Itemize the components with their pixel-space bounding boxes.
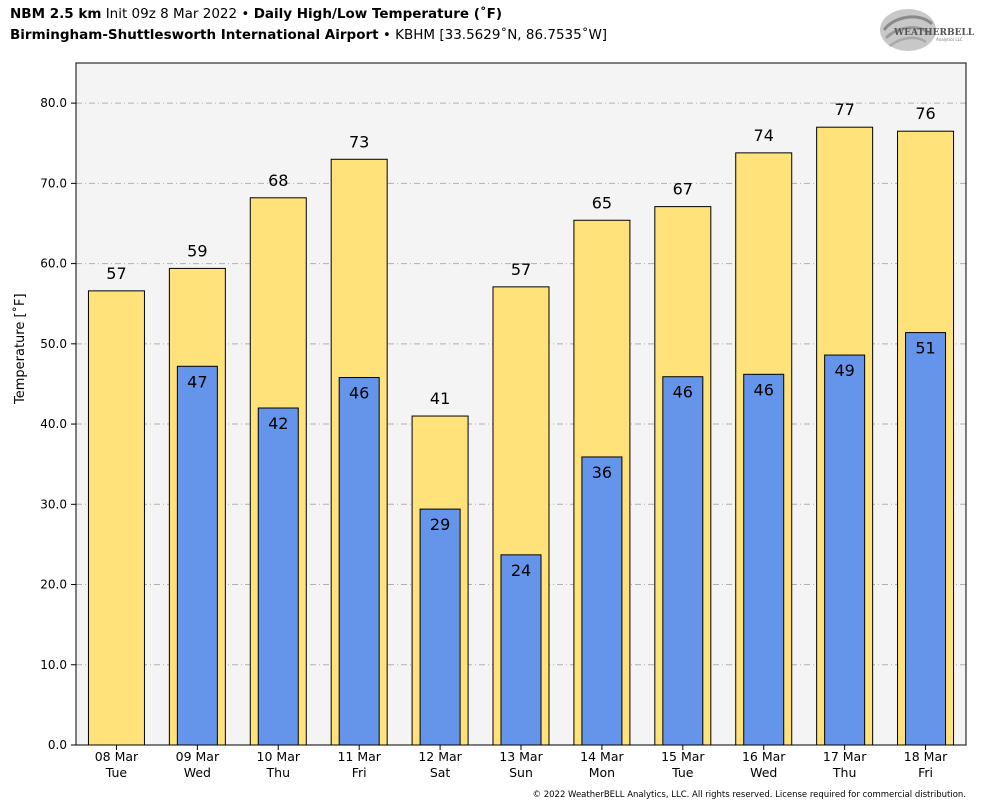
low-temp-bar xyxy=(176,365,218,746)
x-tick-label-day: Wed xyxy=(750,765,777,780)
low-temp-bar xyxy=(662,376,704,746)
logo-subtext: Analytics LLC xyxy=(936,37,963,42)
high-temp-label: 77 xyxy=(834,100,854,119)
product-name: Daily High/Low Temperature (˚F) xyxy=(253,6,503,22)
bullet: • xyxy=(241,6,250,22)
high-temp-label: 68 xyxy=(268,171,288,190)
location-name: Birmingham-Shuttlesworth International A… xyxy=(10,27,379,43)
low-temp-bar xyxy=(743,373,785,746)
high-temp-label: 65 xyxy=(592,193,612,212)
y-tick-label: 70.0 xyxy=(40,176,67,190)
low-temp-label: 46 xyxy=(754,380,774,399)
low-temp-bar xyxy=(905,332,947,746)
high-temp-label: 74 xyxy=(754,126,774,145)
x-tick-label-date: 15 Mar xyxy=(661,749,705,764)
x-tick-label-day: Tue xyxy=(671,765,694,780)
x-tick-label-date: 10 Mar xyxy=(257,749,301,764)
high-temp-label: 57 xyxy=(511,260,531,279)
low-temp-bar xyxy=(500,554,542,746)
logo-text: WEATHERBELL xyxy=(893,28,974,38)
high-temp-label: 67 xyxy=(673,180,693,199)
low-temp-label: 49 xyxy=(834,361,854,380)
y-tick-label: 20.0 xyxy=(40,578,67,592)
x-tick-label-date: 18 Mar xyxy=(904,749,948,764)
x-tick-label-date: 12 Mar xyxy=(418,749,462,764)
x-tick-label-day: Fri xyxy=(352,765,367,780)
y-tick-label: 50.0 xyxy=(40,337,67,351)
y-tick-label: 0.0 xyxy=(48,738,67,752)
low-temp-label: 51 xyxy=(915,339,935,358)
high-temp-label: 73 xyxy=(349,132,369,151)
x-tick-label-day: Fri xyxy=(918,765,933,780)
y-tick-label: 10.0 xyxy=(40,658,67,672)
x-tick-label-date: 13 Mar xyxy=(499,749,543,764)
x-tick-label-date: 09 Mar xyxy=(176,749,220,764)
low-temp-label: 24 xyxy=(511,561,531,580)
x-tick-label-date: 08 Mar xyxy=(95,749,139,764)
station-info: KBHM [33.5629˚N, 86.7535˚W] xyxy=(395,27,608,43)
x-tick-label-day: Thu xyxy=(832,765,856,780)
low-temp-bar xyxy=(824,354,866,746)
low-temp-bar xyxy=(257,407,299,746)
y-tick-label: 30.0 xyxy=(40,497,67,511)
low-temp-label: 46 xyxy=(349,384,369,403)
x-tick-label-date: 11 Mar xyxy=(337,749,381,764)
low-temp-label: 36 xyxy=(592,463,612,482)
low-temp-label: 47 xyxy=(187,372,207,391)
y-tick-label: 40.0 xyxy=(40,417,67,431)
x-tick-label-day: Wed xyxy=(184,765,211,780)
weatherbell-logo: WEATHERBELL Analytics LLC xyxy=(880,9,974,51)
y-tick-label: 80.0 xyxy=(40,96,67,110)
chart-header-line1: NBM 2.5 km Init 09z 8 Mar 2022 • Daily H… xyxy=(10,6,502,22)
x-tick-label-date: 14 Mar xyxy=(580,749,624,764)
model-name: NBM 2.5 km xyxy=(10,6,102,22)
x-tick-label-day: Mon xyxy=(589,765,615,780)
high-temp-label: 59 xyxy=(187,241,207,260)
y-tick-label: 60.0 xyxy=(40,257,67,271)
x-tick-label-date: 16 Mar xyxy=(742,749,786,764)
low-temp-label: 29 xyxy=(430,515,450,534)
x-tick-label-day: Sun xyxy=(509,765,533,780)
high-temp-bar xyxy=(87,290,145,746)
x-tick-label-day: Sat xyxy=(430,765,451,780)
high-temp-label: 57 xyxy=(106,264,126,283)
copyright-notice: © 2022 WeatherBELL Analytics, LLC. All r… xyxy=(532,790,966,800)
chart-header-line2: Birmingham-Shuttlesworth International A… xyxy=(10,27,607,43)
init-time: Init 09z 8 Mar 2022 xyxy=(105,6,238,22)
high-temp-label: 41 xyxy=(430,389,450,408)
x-tick-label-day: Thu xyxy=(266,765,290,780)
low-temp-bar xyxy=(581,456,623,746)
high-temp-label: 76 xyxy=(915,104,935,123)
low-temp-bar xyxy=(338,377,380,746)
bullet: • xyxy=(382,27,391,43)
low-temp-label: 46 xyxy=(673,383,693,402)
low-temp-label: 42 xyxy=(268,414,288,433)
x-tick-label-day: Tue xyxy=(105,765,128,780)
low-temp-bar xyxy=(419,508,461,746)
y-axis-label: Temperature [˚F] xyxy=(13,293,28,404)
x-tick-label-date: 17 Mar xyxy=(823,749,867,764)
